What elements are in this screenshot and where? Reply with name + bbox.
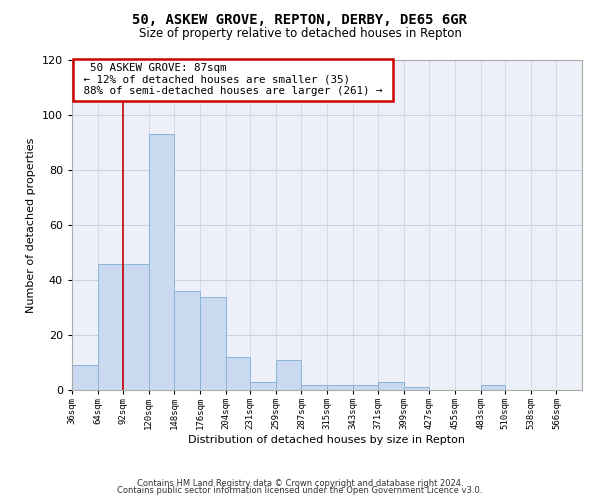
- Bar: [200, 296, 226, 390]
- Y-axis label: Number of detached properties: Number of detached properties: [26, 138, 36, 312]
- Text: Size of property relative to detached houses in Repton: Size of property relative to detached ho…: [139, 28, 461, 40]
- Bar: [72, 365, 98, 390]
- Bar: [353, 384, 378, 390]
- Bar: [378, 382, 404, 390]
- Bar: [327, 384, 353, 390]
- Bar: [123, 264, 149, 390]
- Bar: [404, 387, 430, 390]
- Bar: [481, 384, 505, 390]
- Text: 50 ASKEW GROVE: 87sqm  
 ← 12% of detached houses are smaller (35) 
 88% of semi: 50 ASKEW GROVE: 87sqm ← 12% of detached …: [77, 64, 389, 96]
- Bar: [175, 291, 200, 390]
- Bar: [250, 382, 276, 390]
- Text: Contains HM Land Registry data © Crown copyright and database right 2024.: Contains HM Land Registry data © Crown c…: [137, 478, 463, 488]
- Bar: [98, 264, 123, 390]
- Bar: [276, 360, 301, 390]
- Bar: [149, 134, 175, 390]
- Text: 50, ASKEW GROVE, REPTON, DERBY, DE65 6GR: 50, ASKEW GROVE, REPTON, DERBY, DE65 6GR: [133, 12, 467, 26]
- Text: Contains public sector information licensed under the Open Government Licence v3: Contains public sector information licen…: [118, 486, 482, 495]
- Bar: [301, 384, 327, 390]
- X-axis label: Distribution of detached houses by size in Repton: Distribution of detached houses by size …: [188, 435, 466, 445]
- Bar: [226, 357, 250, 390]
